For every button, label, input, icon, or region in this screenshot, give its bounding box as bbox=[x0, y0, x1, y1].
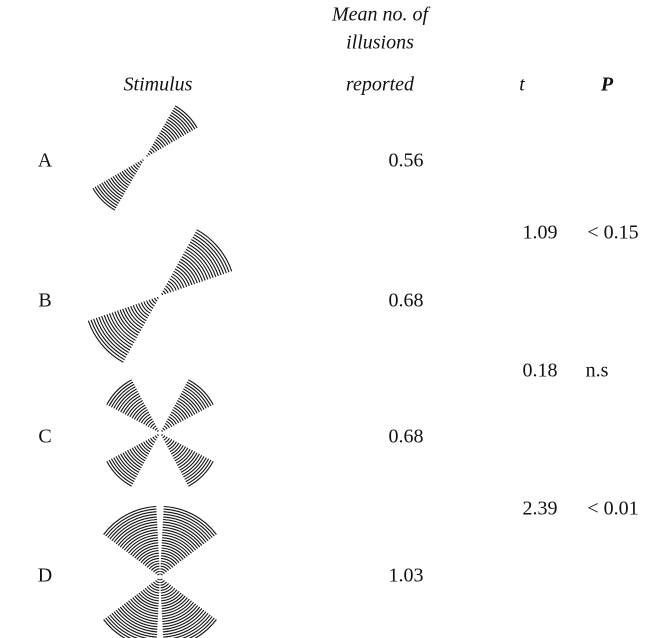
row-label: A bbox=[38, 150, 53, 172]
t-value: 0.18 bbox=[523, 360, 558, 382]
row-label: C bbox=[38, 426, 51, 448]
header-mean: illusions bbox=[346, 32, 414, 54]
header-p: P bbox=[600, 74, 614, 96]
stimuli bbox=[88, 106, 231, 638]
row-label: D bbox=[38, 565, 52, 587]
header-mean: reported bbox=[346, 74, 415, 96]
mean-value: 0.68 bbox=[389, 426, 424, 448]
stimulus-sector bbox=[162, 230, 232, 295]
table-figure: Stimulus Mean no. of illusions reported … bbox=[0, 0, 650, 638]
stimulus-sector bbox=[160, 507, 216, 576]
mean-value: 0.56 bbox=[389, 150, 424, 172]
row-label: B bbox=[38, 290, 51, 312]
stimulus-sector bbox=[93, 160, 144, 211]
p-value: n.s bbox=[586, 360, 609, 382]
mean-value: 0.68 bbox=[389, 290, 424, 312]
stimulus-sector bbox=[107, 380, 159, 432]
header-stimulus: Stimulus bbox=[124, 74, 193, 96]
header-mean: Mean no. of bbox=[331, 4, 431, 26]
t-value: 1.09 bbox=[523, 222, 558, 244]
p-value: < 0.01 bbox=[587, 498, 638, 520]
stimulus-sector bbox=[161, 434, 213, 486]
stimulus-sector bbox=[147, 106, 198, 157]
stimulus-sector bbox=[88, 297, 158, 362]
t-value: 2.39 bbox=[523, 498, 558, 520]
stimulus-sector bbox=[160, 579, 216, 638]
mean-value: 1.03 bbox=[389, 565, 424, 587]
p-value: < 0.15 bbox=[587, 222, 638, 244]
stimulus-sector bbox=[104, 507, 160, 576]
stimulus-sector bbox=[104, 579, 160, 638]
header-t: t bbox=[519, 74, 525, 96]
stimulus-sector bbox=[107, 434, 159, 486]
stimulus-sector bbox=[161, 380, 213, 432]
